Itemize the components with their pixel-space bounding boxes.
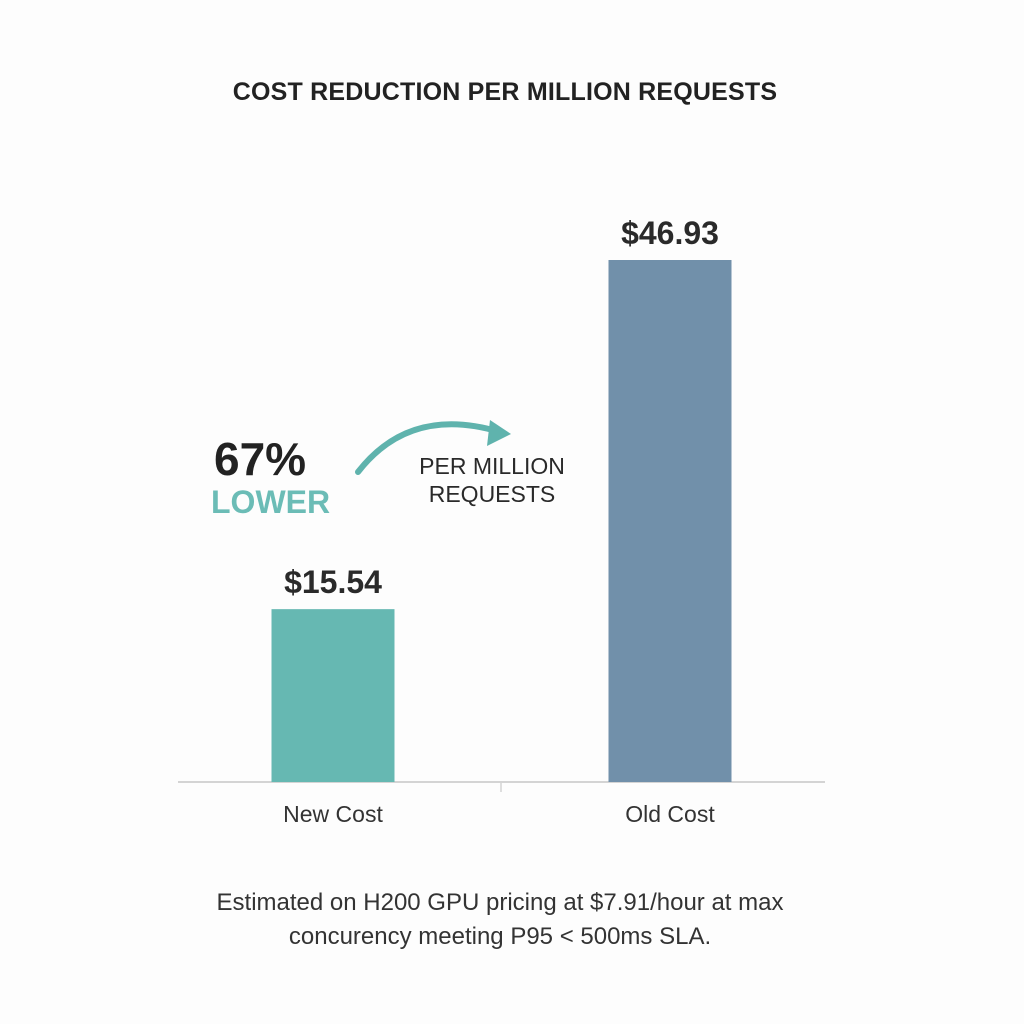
- footnote: Estimated on H200 GPU pricing at $7.91/h…: [150, 886, 850, 954]
- footnote-line-1: Estimated on H200 GPU pricing at $7.91/h…: [216, 889, 784, 916]
- chart-title: COST REDUCTION PER MILLION REQUESTS: [232, 78, 778, 106]
- reduction-percent: 67%: [214, 433, 307, 485]
- reduction-label: LOWER: [211, 484, 331, 520]
- footnote-line-2: concurency meeting P95 < 500ms SLA.: [288, 923, 712, 950]
- arrow-icon: [355, 421, 503, 475]
- x-tick-label: Old Cost: [625, 801, 715, 827]
- note-line-1: PER MILLION: [419, 453, 565, 479]
- x-tick-label: New Cost: [283, 801, 383, 827]
- data-label: $15.54: [284, 564, 382, 600]
- bar-old-cost: [608, 260, 732, 782]
- bar-new-cost: [271, 609, 395, 782]
- arrowhead-icon: [487, 420, 511, 446]
- note-line-2: REQUESTS: [428, 481, 556, 507]
- data-label: $46.93: [621, 215, 719, 251]
- per-million-note: PER MILLION REQUESTS: [392, 452, 592, 508]
